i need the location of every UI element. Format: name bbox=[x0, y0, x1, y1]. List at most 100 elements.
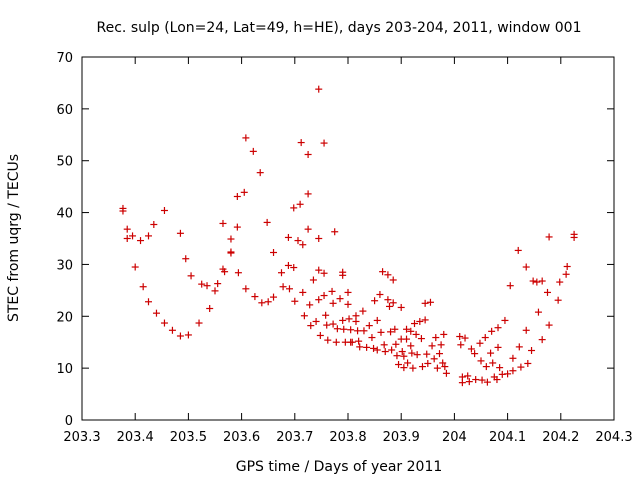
y-tick-label: 70 bbox=[56, 51, 73, 66]
data-point bbox=[439, 359, 447, 367]
data-point bbox=[233, 192, 241, 200]
data-point bbox=[467, 345, 475, 353]
x-tick-label: 204.3 bbox=[595, 430, 632, 445]
data-point bbox=[407, 342, 415, 350]
points-group bbox=[119, 85, 578, 387]
data-point bbox=[509, 354, 517, 362]
data-point bbox=[440, 330, 448, 338]
data-point bbox=[312, 317, 320, 325]
data-point bbox=[389, 299, 397, 307]
data-point bbox=[489, 359, 497, 367]
data-point bbox=[456, 333, 464, 341]
data-point bbox=[129, 232, 137, 240]
data-point bbox=[534, 308, 542, 316]
data-point bbox=[403, 325, 411, 333]
data-point bbox=[176, 229, 184, 237]
data-point bbox=[359, 307, 367, 315]
data-point bbox=[160, 319, 168, 327]
x-axis-label: GPS time / Days of year 2011 bbox=[236, 459, 443, 475]
y-tick-label: 40 bbox=[56, 207, 73, 222]
data-point bbox=[234, 269, 242, 277]
data-point bbox=[329, 299, 337, 307]
data-point bbox=[251, 293, 259, 301]
data-point bbox=[263, 218, 271, 226]
data-point bbox=[214, 280, 222, 288]
data-point bbox=[423, 350, 431, 358]
data-point bbox=[195, 319, 203, 327]
data-point bbox=[316, 331, 324, 339]
data-point bbox=[380, 341, 388, 349]
data-point bbox=[392, 340, 400, 348]
data-point bbox=[441, 363, 449, 371]
x-tick-label: 203.9 bbox=[383, 430, 420, 445]
y-axis-label: STEC from uqrg / TECUs bbox=[6, 154, 22, 322]
data-point bbox=[403, 335, 411, 343]
data-point bbox=[242, 285, 250, 293]
data-point bbox=[424, 359, 432, 367]
data-point bbox=[290, 264, 298, 272]
data-point bbox=[284, 261, 292, 269]
data-point bbox=[496, 364, 504, 372]
data-point bbox=[184, 331, 192, 339]
x-tick-label: 204 bbox=[442, 430, 467, 445]
data-point bbox=[471, 350, 479, 358]
data-point bbox=[437, 341, 445, 349]
data-point bbox=[545, 321, 553, 329]
data-point bbox=[509, 367, 517, 375]
data-point bbox=[493, 376, 501, 384]
data-point bbox=[377, 328, 385, 336]
data-point bbox=[413, 351, 421, 359]
data-point bbox=[421, 299, 429, 307]
data-point bbox=[478, 376, 486, 384]
data-point bbox=[433, 364, 441, 372]
data-point bbox=[538, 336, 546, 344]
data-point bbox=[442, 369, 450, 377]
data-point bbox=[400, 364, 408, 372]
data-point bbox=[404, 359, 412, 367]
data-point bbox=[397, 303, 405, 311]
data-point bbox=[409, 364, 417, 372]
data-point bbox=[538, 277, 546, 285]
data-point bbox=[160, 206, 168, 214]
data-point bbox=[384, 296, 392, 304]
data-point bbox=[515, 343, 523, 351]
data-point bbox=[145, 298, 152, 306]
data-point bbox=[304, 190, 312, 198]
data-point bbox=[182, 255, 190, 263]
data-point bbox=[270, 249, 278, 257]
y-tick-label: 0 bbox=[65, 414, 73, 429]
data-point bbox=[556, 278, 564, 286]
data-point bbox=[323, 321, 331, 329]
data-point bbox=[332, 338, 340, 346]
data-point bbox=[145, 232, 152, 240]
data-point bbox=[150, 220, 158, 228]
data-point bbox=[494, 343, 502, 351]
data-point bbox=[476, 339, 484, 347]
data-point bbox=[563, 263, 571, 271]
data-point bbox=[119, 207, 127, 215]
data-point bbox=[436, 350, 444, 358]
data-point bbox=[562, 270, 570, 278]
data-point bbox=[355, 337, 363, 345]
data-point bbox=[336, 295, 344, 303]
data-point bbox=[198, 280, 206, 288]
data-point bbox=[481, 334, 489, 342]
data-point bbox=[388, 346, 396, 354]
data-point bbox=[309, 276, 317, 284]
data-point bbox=[482, 363, 490, 371]
x-tick-label: 203.5 bbox=[170, 430, 207, 445]
data-point bbox=[544, 288, 551, 296]
data-point bbox=[421, 316, 429, 324]
data-point bbox=[379, 268, 387, 276]
data-point bbox=[284, 233, 292, 241]
data-point bbox=[304, 150, 312, 158]
data-point bbox=[393, 352, 401, 360]
data-point bbox=[131, 263, 139, 271]
x-tick-label: 203.3 bbox=[63, 430, 100, 445]
data-point bbox=[458, 379, 466, 387]
data-point bbox=[391, 325, 399, 333]
data-point bbox=[384, 271, 392, 279]
data-point bbox=[522, 326, 530, 334]
data-point bbox=[373, 346, 381, 354]
data-point bbox=[285, 285, 293, 293]
